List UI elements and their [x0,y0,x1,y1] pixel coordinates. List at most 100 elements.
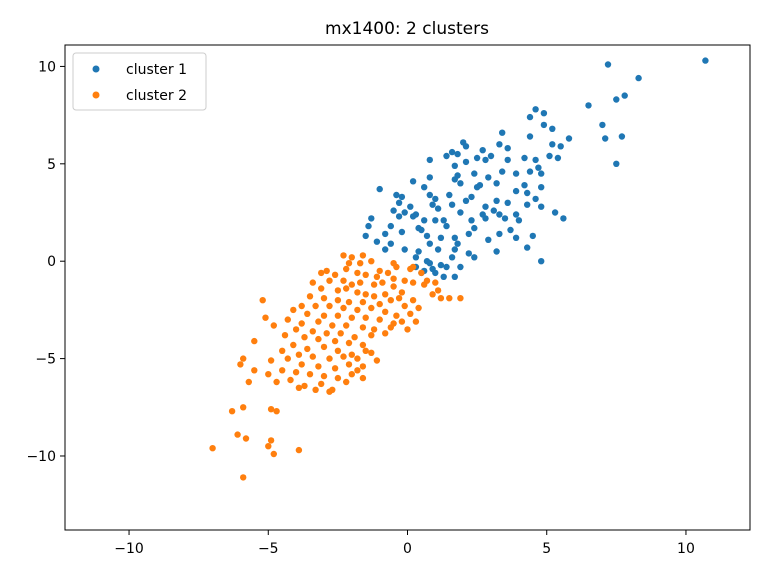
legend-box [72,52,207,111]
point-cluster-2-135 [318,380,325,388]
point-cluster-1-103 [507,226,514,234]
point-cluster-1-140 [457,263,464,271]
point-cluster-2-122 [270,322,277,329]
point-cluster-2-22 [401,277,408,284]
point-cluster-2-32 [390,283,397,290]
point-cluster-1-79 [390,207,397,214]
point-cluster-1-94 [468,217,475,224]
point-cluster-2-15 [384,269,392,277]
point-cluster-2-71 [348,314,355,321]
point-cluster-2-56 [401,302,408,310]
point-cluster-1-35 [462,158,470,166]
point-cluster-1-136 [440,273,447,280]
point-cluster-1-92 [432,217,439,224]
point-cluster-2-68 [304,310,311,317]
point-cluster-2-149 [273,408,280,415]
point-cluster-1-131 [471,254,478,261]
point-cluster-2-57 [415,304,422,312]
point-cluster-1-106 [423,232,431,240]
point-cluster-2-72 [362,314,369,321]
point-cluster-2-78 [298,320,305,327]
point-cluster-2-43 [354,289,361,296]
point-cluster-2-127 [306,371,314,378]
point-cluster-1-84 [496,211,503,218]
point-cluster-2-91 [368,332,375,339]
point-cluster-1-87 [560,215,567,222]
point-cluster-2-1 [340,252,347,259]
point-cluster-2-50 [320,295,328,302]
point-cluster-2-123 [281,332,289,339]
y-tick-label-5: 5 [47,157,56,173]
point-cluster-1-60 [468,193,475,201]
point-cluster-1-17 [496,141,503,148]
point-cluster-1-9 [599,121,606,129]
point-cluster-2-54 [376,300,383,308]
point-cluster-1-47 [451,176,458,183]
point-cluster-2-41 [334,287,342,294]
point-cluster-1-71 [538,203,545,210]
point-cluster-1-0 [702,57,709,64]
point-cluster-2-103 [362,347,369,354]
point-cluster-2-13 [354,269,361,277]
point-cluster-2-98 [290,341,297,349]
point-cluster-1-75 [448,201,456,208]
point-cluster-2-144 [237,361,244,368]
point-cluster-2-64 [382,308,389,315]
point-cluster-1-28 [487,152,495,160]
point-cluster-2-19 [331,271,339,278]
point-cluster-2-70 [334,312,342,319]
point-cluster-2-84 [387,324,394,331]
point-cluster-2-53 [359,298,367,306]
y-tick-label-0: 0 [47,254,56,270]
point-cluster-1-51 [409,178,417,185]
point-cluster-2-125 [279,367,286,374]
point-cluster-1-26 [454,150,461,158]
point-cluster-2-85 [404,326,411,333]
point-cluster-2-111 [368,349,375,356]
point-cluster-1-64 [398,193,406,201]
point-cluster-2-77 [284,316,291,323]
point-cluster-2-156 [295,446,303,454]
point-cluster-1-33 [504,156,511,164]
point-cluster-1-111 [465,230,472,238]
point-cluster-1-78 [434,205,442,212]
point-cluster-1-14 [602,135,609,142]
point-cluster-1-29 [521,154,528,162]
point-cluster-2-46 [382,291,389,298]
point-cluster-1-34 [482,156,489,164]
point-cluster-2-86 [292,326,300,333]
point-cluster-1-91 [421,217,428,224]
point-cluster-1-49 [493,180,500,187]
point-cluster-2-11 [418,269,425,277]
point-cluster-1-21 [462,143,470,150]
point-cluster-2-124 [265,371,272,378]
point-cluster-2-24 [432,279,439,286]
point-cluster-2-141 [326,388,333,395]
point-cluster-1-66 [532,195,539,203]
point-cluster-1-76 [482,203,489,210]
point-cluster-1-37 [451,162,458,169]
point-cluster-2-51 [334,297,342,304]
point-cluster-2-76 [412,318,420,325]
point-cluster-1-134 [443,263,450,271]
point-cluster-2-6 [368,258,375,265]
point-cluster-2-83 [370,326,378,333]
point-cluster-2-58 [298,302,305,310]
point-cluster-2-109 [340,353,347,360]
legend-label-cluster-1: cluster 1 [126,62,187,78]
point-cluster-1-44 [526,168,534,175]
point-cluster-2-153 [265,443,272,450]
point-cluster-2-119 [251,337,258,345]
point-cluster-2-67 [290,306,297,314]
point-cluster-2-87 [309,328,316,335]
point-cluster-2-49 [306,293,314,300]
point-cluster-1-50 [457,180,464,187]
point-cluster-1-82 [457,209,464,216]
point-cluster-1-32 [554,154,562,162]
point-cluster-1-54 [421,184,428,191]
point-cluster-1-116 [426,240,433,247]
point-cluster-1-115 [387,240,394,247]
point-cluster-1-25 [443,152,450,160]
point-cluster-1-4 [613,96,620,103]
